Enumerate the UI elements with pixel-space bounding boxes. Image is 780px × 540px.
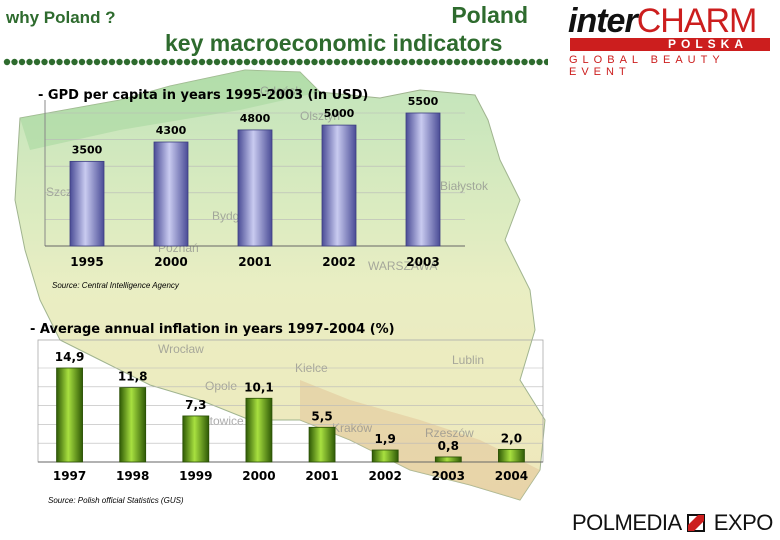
section-label: why Poland ? (6, 8, 116, 27)
logo-tagline: GLOBAL BEAUTY EVENT (569, 54, 725, 78)
map-city-label: Białystok (440, 179, 489, 193)
intercharm-logo: interCHARM (568, 2, 757, 40)
gdp-bar (69, 160, 105, 247)
inflation-year-label: 1999 (179, 469, 212, 483)
logo-polska-text: POLSKA (668, 37, 749, 51)
inflation-bar (308, 426, 336, 463)
gdp-year-label: 2000 (154, 255, 187, 269)
map-city-label: Gdańsk (260, 84, 302, 98)
gdp-bar (237, 129, 273, 247)
inflation-value-label: 0,8 (438, 439, 459, 453)
inflation-bar (119, 387, 147, 463)
map-city-label: WARSZAWA (368, 259, 437, 273)
gdp-chart-title: - GPD per capita in years 1995-2003 (in … (38, 88, 369, 103)
map-city-label: Rzeszów (425, 426, 474, 440)
dotted-divider (3, 58, 548, 66)
inflation-bar (498, 448, 525, 463)
inflation-value-label: 2,0 (501, 431, 522, 445)
inflation-value-label: 11,8 (118, 370, 148, 384)
page-title-line1: Poland (451, 2, 528, 28)
page-title-line2: key macroeconomic indicators (165, 30, 503, 56)
gdp-year-label: 2002 (322, 255, 355, 269)
gdp-chart-source: Source: Central Intelligence Agency (52, 281, 179, 290)
inflation-bar (56, 367, 83, 463)
inflation-year-label: 1997 (53, 469, 86, 483)
inflation-year-label: 2000 (242, 469, 275, 483)
inflation-value-label: 7,3 (185, 398, 206, 412)
inflation-value-label: 10,1 (244, 380, 274, 394)
gdp-value-label: 4800 (240, 112, 271, 125)
inflation-bar (182, 415, 210, 463)
gdp-value-label: 5000 (324, 107, 355, 120)
inflation-year-label: 2002 (368, 469, 401, 483)
gdp-bar (153, 141, 189, 247)
map-city-label: Opole (205, 379, 237, 393)
gdp-value-label: 4300 (156, 124, 187, 137)
gdp-year-label: 1995 (70, 255, 103, 269)
inflation-value-label: 14,9 (55, 350, 85, 364)
inflation-bar (434, 456, 462, 463)
map-city-label: Wrocław (158, 342, 204, 356)
inflation-plot-frame (37, 339, 544, 463)
inflation-year-label: 2004 (495, 469, 528, 483)
inflation-bar (245, 397, 273, 463)
inflation-bar (371, 449, 399, 463)
inflation-chart-source: Source: Polish official Statistics (GUS) (48, 496, 184, 505)
logo-polska-bar (570, 38, 770, 51)
inflation-year-label: 2003 (432, 469, 465, 483)
inflation-gridlines (38, 367, 543, 463)
inflation-value-label: 5,5 (311, 409, 332, 423)
gdp-year-label: 2001 (238, 255, 271, 269)
gdp-value-label: 5500 (408, 95, 439, 108)
gdp-bar (321, 124, 357, 247)
inflation-year-label: 1998 (116, 469, 149, 483)
inflation-chart-title: - Average annual inflation in years 1997… (30, 322, 395, 337)
map-city-label: Lublin (452, 353, 484, 367)
inflation-year-label: 2001 (305, 469, 338, 483)
map-city-label: Olsztyn (300, 109, 340, 123)
inflation-value-label: 1,9 (375, 432, 396, 446)
polmedia-mark-icon (687, 514, 706, 532)
gdp-value-label: 3500 (72, 143, 103, 156)
gdp-bar (405, 112, 441, 247)
gdp-year-label: 2003 (406, 255, 439, 269)
polmedia-expo-logo: POLMEDIA EXPO (572, 510, 773, 535)
